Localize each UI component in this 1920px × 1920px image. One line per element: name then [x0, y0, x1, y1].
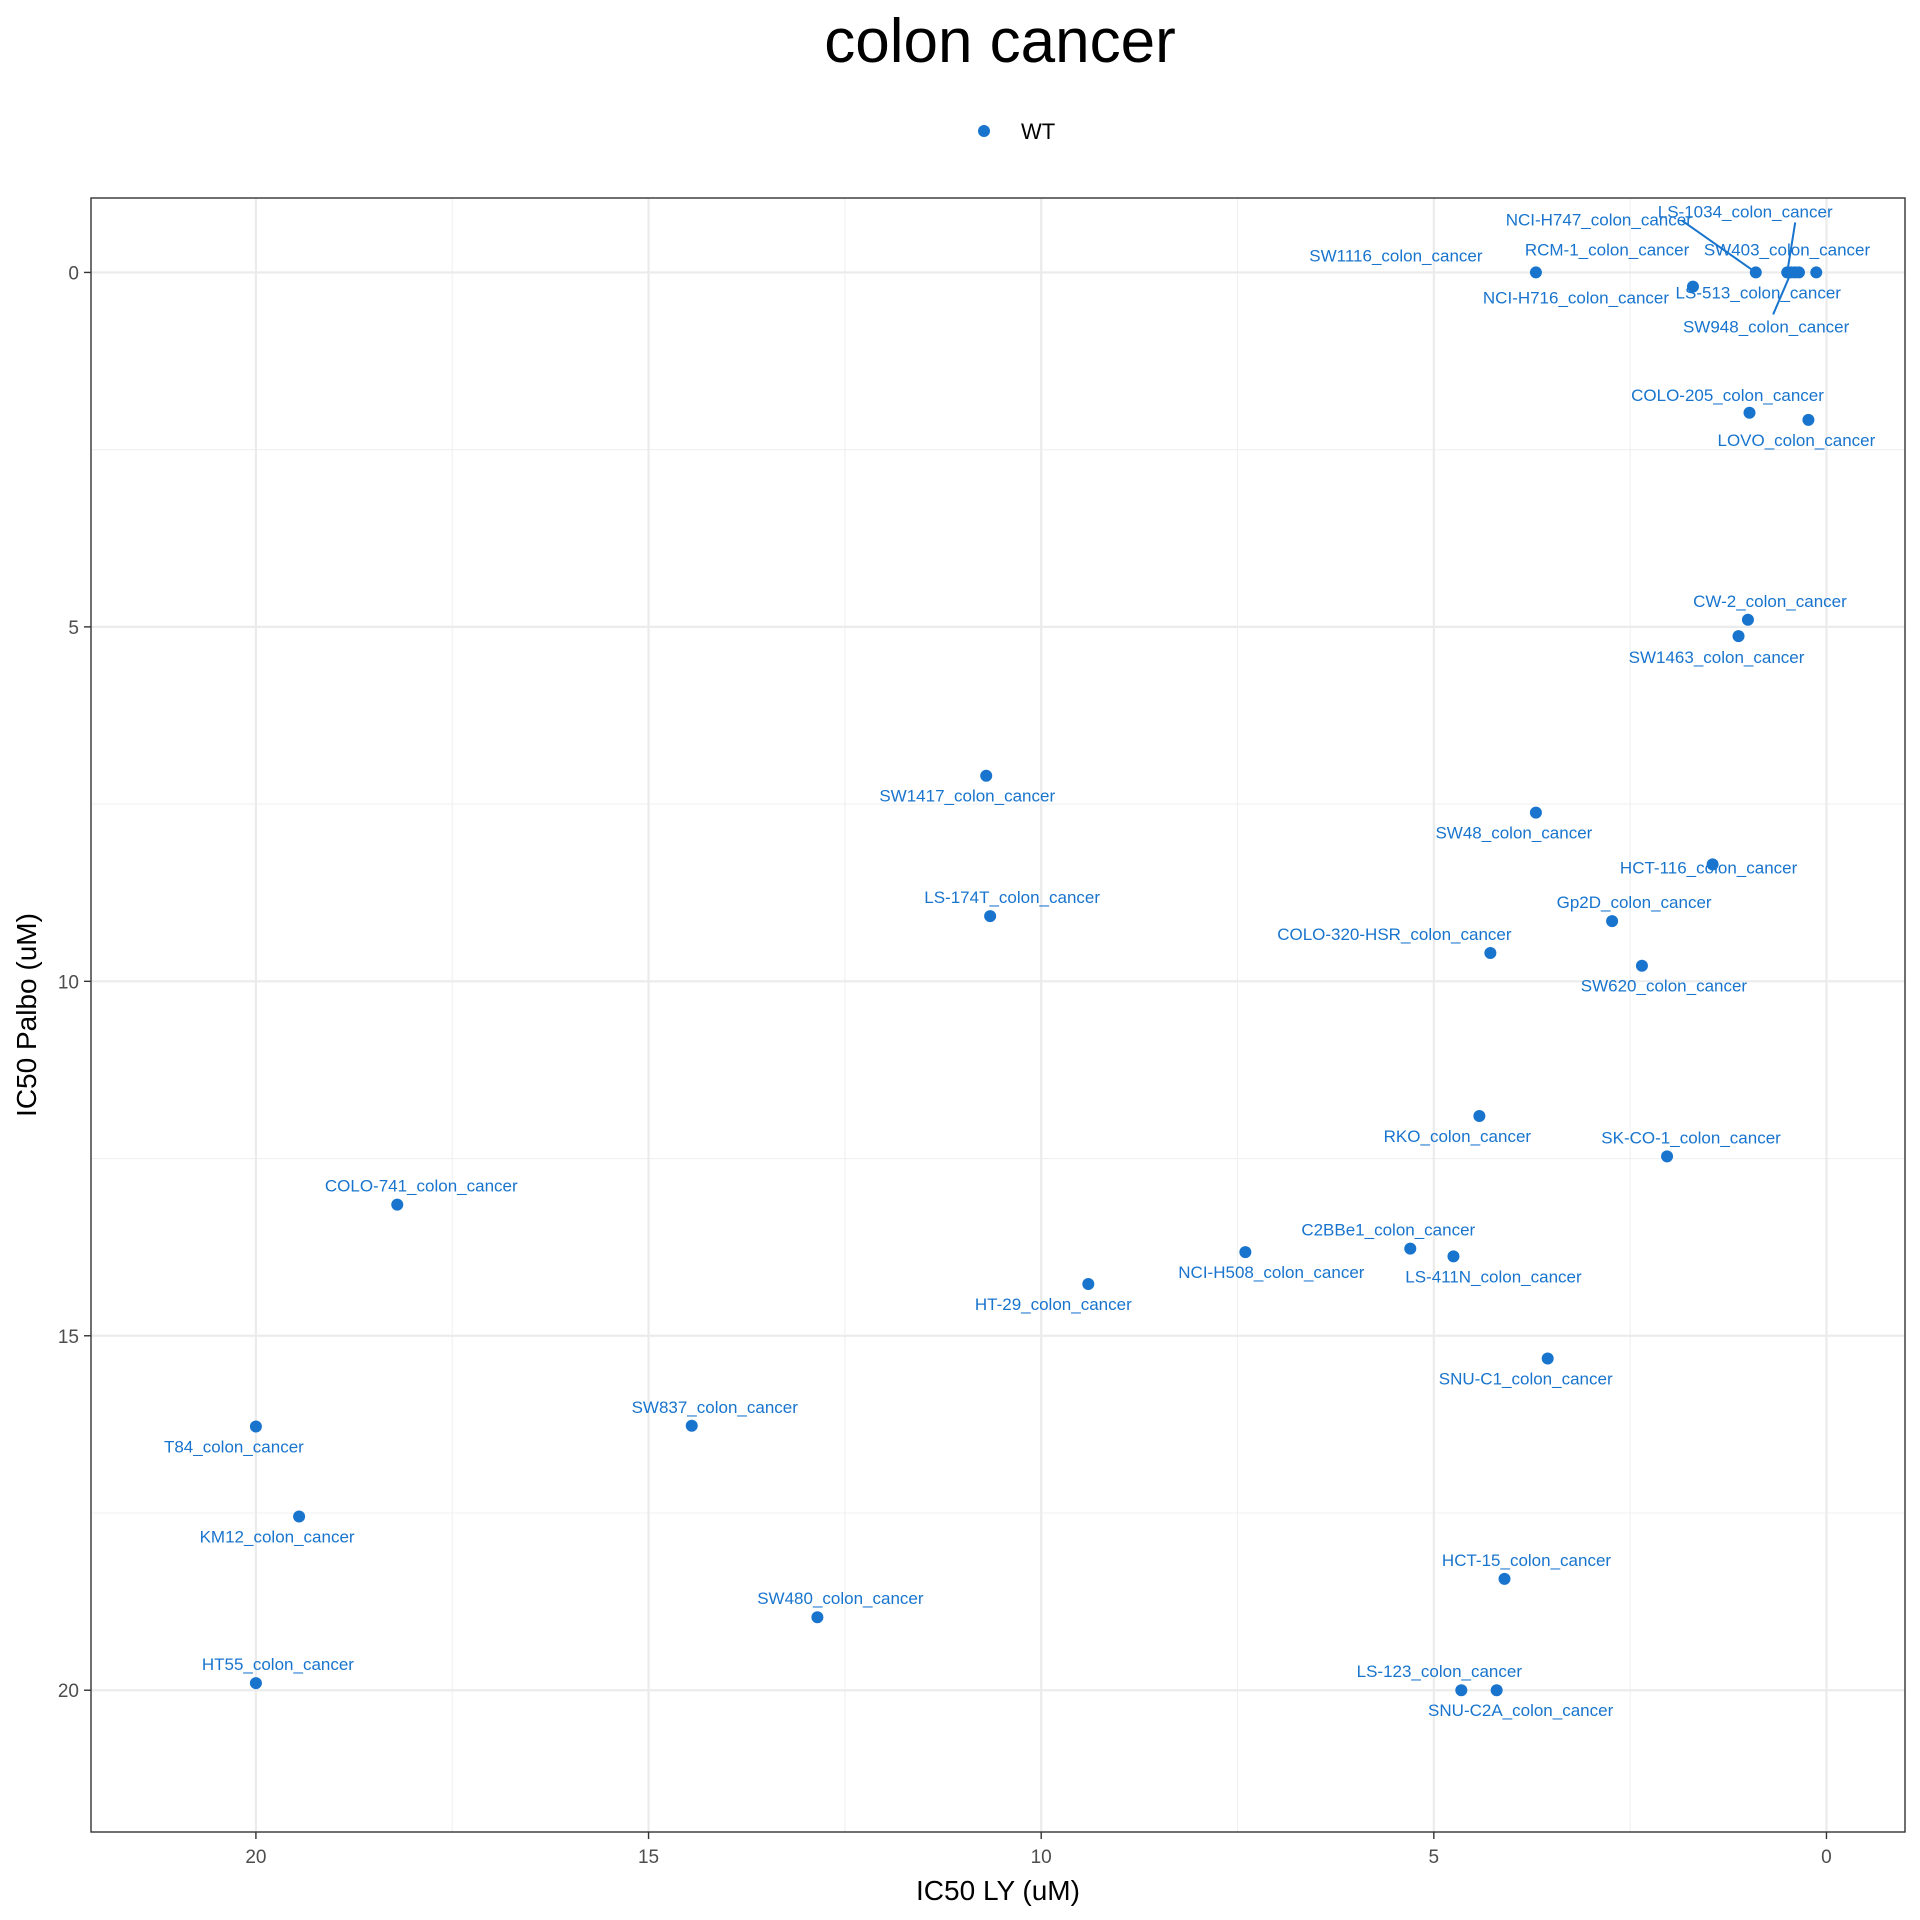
data-point — [1447, 1250, 1460, 1263]
point-label: LS-123_colon_cancer — [1357, 1662, 1523, 1681]
point-label: LS-174T_colon_cancer — [924, 888, 1100, 907]
data-point — [1082, 1278, 1095, 1291]
data-point — [1802, 413, 1815, 426]
point-label: NCI-H716_colon_cancer — [1483, 289, 1669, 308]
point-label: RKO_colon_cancer — [1384, 1127, 1532, 1146]
data-point — [1541, 1352, 1554, 1365]
data-point — [1529, 266, 1542, 279]
point-label: SW48_colon_cancer — [1435, 824, 1592, 843]
point-label: SNU-C2A_colon_cancer — [1428, 1701, 1614, 1720]
point-label: HT55_colon_cancer — [202, 1655, 354, 1674]
data-point — [1661, 1150, 1674, 1163]
point-label: NCI-H747_colon_cancer — [1506, 210, 1692, 229]
point-label: SK-CO-1_colon_cancer — [1601, 1128, 1781, 1147]
y-tick-label: 10 — [58, 972, 79, 993]
data-point — [1706, 858, 1719, 871]
data-point — [1484, 946, 1497, 959]
data-point — [1239, 1246, 1252, 1259]
data-point — [1785, 266, 1798, 279]
x-tick-label: 5 — [1429, 1847, 1440, 1868]
data-point — [1686, 280, 1699, 293]
x-axis-title: IC50 LY (uM) — [916, 1875, 1080, 1906]
point-label: NCI-H508_colon_cancer — [1178, 1263, 1364, 1282]
point-label: LOVO_colon_cancer — [1717, 431, 1875, 450]
data-point — [685, 1419, 698, 1432]
data-point — [1810, 266, 1823, 279]
point-label: KM12_colon_cancer — [200, 1528, 355, 1547]
major-gridlines — [91, 198, 1905, 1832]
y-axis: 0 5 10 15 20 — [58, 263, 91, 1702]
plot-panel — [91, 198, 1905, 1832]
y-tick-label: 15 — [58, 1327, 79, 1348]
point-label: HCT-15_colon_cancer — [1442, 1551, 1611, 1570]
point-label: RCM-1_colon_cancer — [1525, 240, 1690, 259]
point-label: Gp2D_colon_cancer — [1557, 893, 1712, 912]
legend-label-wt: WT — [1021, 119, 1055, 144]
data-point — [293, 1510, 306, 1523]
data-point — [1529, 806, 1542, 819]
y-tick-label: 20 — [58, 1681, 79, 1702]
x-tick-label: 0 — [1821, 1847, 1832, 1868]
label-leader-line — [1786, 222, 1797, 273]
label-leader-line — [1772, 272, 1793, 315]
point-label: SNU-C1_colon_cancer — [1439, 1369, 1613, 1388]
point-label: COLO-205_colon_cancer — [1631, 386, 1824, 405]
point-label: SW403_colon_cancer — [1704, 240, 1871, 259]
point-label: SW1463_colon_cancer — [1629, 648, 1805, 667]
point-label: C2BBe1_colon_cancer — [1301, 1221, 1475, 1240]
label-leader-line — [1681, 219, 1757, 274]
legend-marker-wt — [978, 125, 990, 137]
point-label: LS-1034_colon_cancer — [1658, 202, 1833, 221]
data-point — [1743, 406, 1756, 419]
minor-gridlines — [91, 198, 1905, 1832]
point-label: SW480_colon_cancer — [757, 1589, 924, 1608]
point-label: COLO-741_colon_cancer — [325, 1177, 518, 1196]
data-point — [984, 910, 997, 923]
data-points — [249, 266, 1823, 1697]
legend: WT — [978, 119, 1055, 144]
point-label: LS-513_colon_cancer — [1676, 283, 1842, 302]
data-point — [1498, 1572, 1511, 1585]
data-point — [811, 1611, 824, 1624]
data-point — [249, 1677, 262, 1690]
data-point — [1404, 1242, 1417, 1255]
plot-border — [90, 197, 1906, 1833]
x-tick-label: 15 — [638, 1847, 659, 1868]
data-point — [249, 1420, 262, 1433]
point-label: SW1417_colon_cancer — [879, 787, 1055, 806]
chart-title: colon cancer — [824, 7, 1176, 76]
point-label: T84_colon_cancer — [164, 1438, 304, 1457]
point-labels: NCI-H747_colon_cancerLS-1034_colon_cance… — [164, 202, 1876, 1720]
point-label: CW-2_colon_cancer — [1693, 592, 1847, 611]
point-label: SW837_colon_cancer — [632, 1398, 799, 1417]
y-tick-label: 0 — [68, 263, 79, 284]
point-label: SW948_colon_cancer — [1683, 317, 1850, 336]
x-tick-label: 20 — [245, 1847, 266, 1868]
data-point — [1635, 959, 1648, 972]
point-label: SW1116_colon_cancer — [1309, 246, 1483, 265]
y-axis-title: IC50 Palbo (uM) — [11, 913, 42, 1117]
data-point — [1741, 613, 1754, 626]
data-point — [1455, 1684, 1468, 1697]
data-point — [1749, 266, 1762, 279]
x-tick-label: 10 — [1031, 1847, 1052, 1868]
point-label: SW620_colon_cancer — [1581, 977, 1748, 996]
data-point — [1606, 915, 1619, 928]
data-point — [1490, 1684, 1503, 1697]
point-label: LS-411N_colon_cancer — [1405, 1267, 1582, 1286]
data-point — [980, 769, 993, 782]
y-tick-label: 5 — [68, 618, 79, 639]
point-label: HT-29_colon_cancer — [975, 1295, 1132, 1314]
point-label: COLO-320-HSR_colon_cancer — [1277, 925, 1512, 944]
data-point — [1732, 630, 1745, 643]
data-point — [391, 1198, 404, 1211]
x-axis: 20 15 10 5 0 — [245, 1832, 1832, 1868]
data-point — [1473, 1110, 1486, 1123]
